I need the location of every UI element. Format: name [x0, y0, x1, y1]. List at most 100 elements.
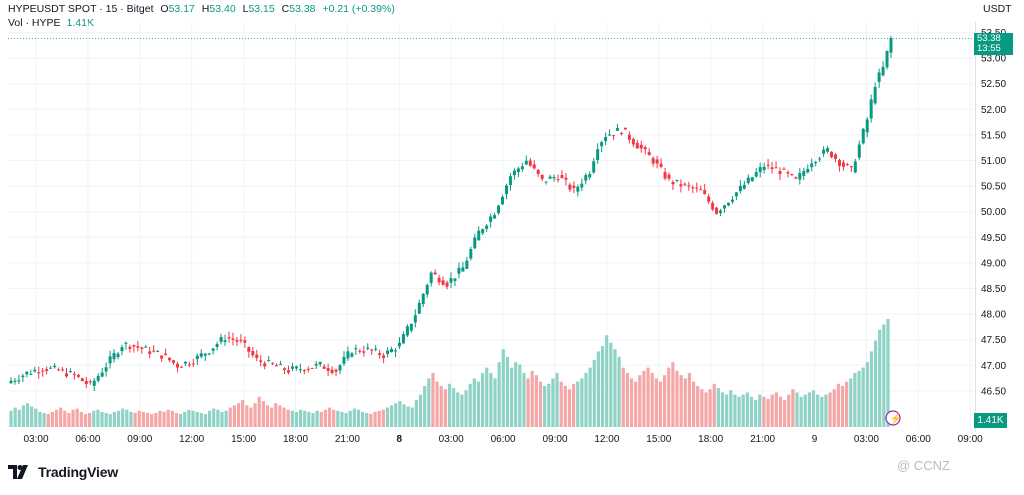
last-price-value: 53.38 — [977, 33, 1001, 44]
open-value: 53.17 — [168, 3, 195, 15]
candle — [675, 179, 679, 181]
volume-bar — [617, 356, 621, 427]
candle — [128, 346, 132, 349]
change-value: +0.21 (+0.39%) — [322, 3, 395, 15]
candle — [659, 163, 663, 167]
volume-bar — [534, 375, 538, 427]
candle — [524, 160, 528, 165]
open-label: O — [160, 3, 169, 15]
volume-bar — [509, 367, 514, 427]
volume-bar — [625, 373, 629, 427]
candle — [849, 166, 853, 168]
volume-bar — [679, 375, 683, 427]
candle — [179, 366, 183, 368]
currency-label[interactable]: USDT — [983, 3, 1012, 15]
volume-bar — [50, 411, 54, 427]
candle — [639, 144, 643, 149]
volume-bar — [609, 342, 613, 427]
candle — [584, 175, 588, 181]
volume-bar — [712, 383, 716, 427]
candle — [294, 366, 298, 369]
volume-bar — [377, 410, 381, 427]
candle — [730, 199, 734, 202]
candle — [64, 373, 68, 377]
candle — [564, 177, 568, 180]
symbol-title[interactable]: HYPEUSDT SPOT · 15 · Bitget — [8, 3, 154, 15]
volume-bar — [675, 370, 679, 427]
volume-bar — [497, 362, 501, 427]
volume-bar — [158, 410, 162, 427]
candle — [263, 363, 267, 367]
replay-icon[interactable] — [885, 410, 901, 426]
price-axis[interactable] — [975, 22, 1024, 432]
candle — [504, 185, 508, 195]
candle — [663, 172, 667, 179]
volume-label[interactable]: Vol · HYPE — [8, 17, 61, 29]
candle — [405, 326, 409, 336]
x-tick-label: 15:00 — [231, 434, 256, 445]
candle — [501, 196, 505, 205]
volume-bar — [394, 403, 398, 427]
volume-bar — [307, 411, 311, 427]
y-tick-label: 52.00 — [981, 105, 1006, 116]
volume-bar — [290, 410, 294, 427]
volume-bar — [733, 394, 737, 427]
chart-legend: HYPEUSDT SPOT · 15 · Bitget O53.17 H53.4… — [8, 3, 395, 15]
candle — [338, 365, 342, 371]
candle — [310, 367, 314, 369]
candle — [441, 280, 445, 285]
candlestick-chart[interactable]: 53.5053.0052.5052.0051.5051.0050.5050.00… — [0, 0, 1024, 460]
candle — [199, 353, 203, 357]
candle — [707, 196, 711, 202]
candle — [512, 170, 516, 176]
volume-bar — [816, 394, 820, 427]
volume-bar — [187, 409, 191, 427]
candle — [734, 192, 738, 197]
volume-bar — [696, 385, 700, 427]
candle — [778, 171, 782, 175]
high-value: 53.40 — [209, 3, 236, 15]
volume-bar — [257, 396, 261, 427]
candle — [140, 347, 144, 349]
volume-bar — [100, 411, 104, 427]
candle — [437, 277, 441, 283]
candle — [461, 267, 465, 272]
volume-bar — [42, 412, 46, 427]
candle — [9, 380, 13, 384]
candle — [881, 66, 885, 76]
candle — [366, 347, 370, 349]
volume-bar — [402, 404, 406, 427]
volume-bar — [303, 410, 307, 427]
candle — [631, 139, 635, 145]
volume-bar — [811, 390, 816, 427]
candle — [635, 142, 639, 149]
volume-bar — [642, 370, 646, 427]
candles — [9, 35, 893, 391]
candle — [247, 346, 251, 352]
candle — [144, 346, 148, 348]
candle — [786, 172, 790, 174]
volume-bar — [96, 409, 100, 427]
candle — [84, 381, 88, 384]
volume-bar — [584, 373, 588, 427]
candle — [394, 350, 398, 352]
y-tick-label: 49.00 — [981, 258, 1006, 269]
volume-bar — [845, 381, 849, 427]
volume-bar — [145, 412, 150, 427]
candle — [580, 183, 584, 188]
volume-bar — [336, 410, 340, 427]
volume-bar — [621, 367, 625, 427]
tradingview-logo[interactable]: TradingView — [8, 462, 118, 482]
volume-bar — [559, 381, 563, 427]
volume-bar — [480, 373, 485, 427]
grid — [8, 22, 975, 430]
volume-bar — [857, 370, 861, 427]
candle — [49, 367, 53, 369]
tv-logo-icon — [8, 465, 28, 479]
volume-bar — [112, 411, 117, 427]
volume-bar — [249, 407, 253, 427]
candle — [536, 169, 540, 174]
candle — [853, 161, 857, 173]
candle — [342, 357, 346, 364]
volume-bar — [493, 378, 497, 427]
